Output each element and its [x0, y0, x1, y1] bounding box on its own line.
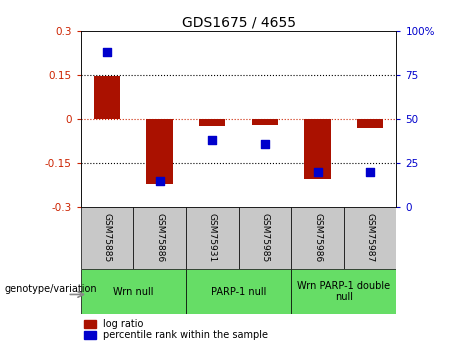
Point	[156, 178, 163, 184]
Text: Wrn PARP-1 double
null: Wrn PARP-1 double null	[297, 281, 390, 302]
Bar	[304, 119, 331, 179]
Text: log ratio: log ratio	[103, 319, 143, 329]
Bar	[239, 207, 291, 269]
Bar	[94, 76, 120, 119]
Text: PARP-1 null: PARP-1 null	[211, 287, 266, 296]
Text: GSM75886: GSM75886	[155, 214, 164, 263]
Point	[208, 137, 216, 143]
Point	[314, 169, 321, 175]
Bar	[199, 119, 225, 126]
Bar	[344, 207, 396, 269]
Bar	[81, 269, 186, 314]
Point	[366, 169, 374, 175]
Text: GSM75931: GSM75931	[208, 214, 217, 263]
Text: Wrn null: Wrn null	[113, 287, 154, 296]
Text: genotype/variation: genotype/variation	[5, 284, 97, 294]
Bar	[291, 269, 396, 314]
Bar	[81, 207, 133, 269]
Text: GSM75987: GSM75987	[366, 214, 375, 263]
Bar	[291, 207, 344, 269]
Point	[103, 49, 111, 55]
Point	[261, 141, 269, 146]
Bar	[84, 320, 96, 327]
Bar	[357, 119, 383, 128]
Text: GSM75885: GSM75885	[102, 214, 112, 263]
Text: GSM75986: GSM75986	[313, 214, 322, 263]
Bar	[186, 269, 291, 314]
Title: GDS1675 / 4655: GDS1675 / 4655	[182, 16, 296, 30]
Bar	[186, 207, 239, 269]
Text: percentile rank within the sample: percentile rank within the sample	[103, 330, 268, 340]
Bar	[84, 332, 96, 339]
Text: GSM75985: GSM75985	[260, 214, 269, 263]
Bar	[133, 207, 186, 269]
Bar	[252, 119, 278, 125]
Bar	[147, 119, 173, 184]
